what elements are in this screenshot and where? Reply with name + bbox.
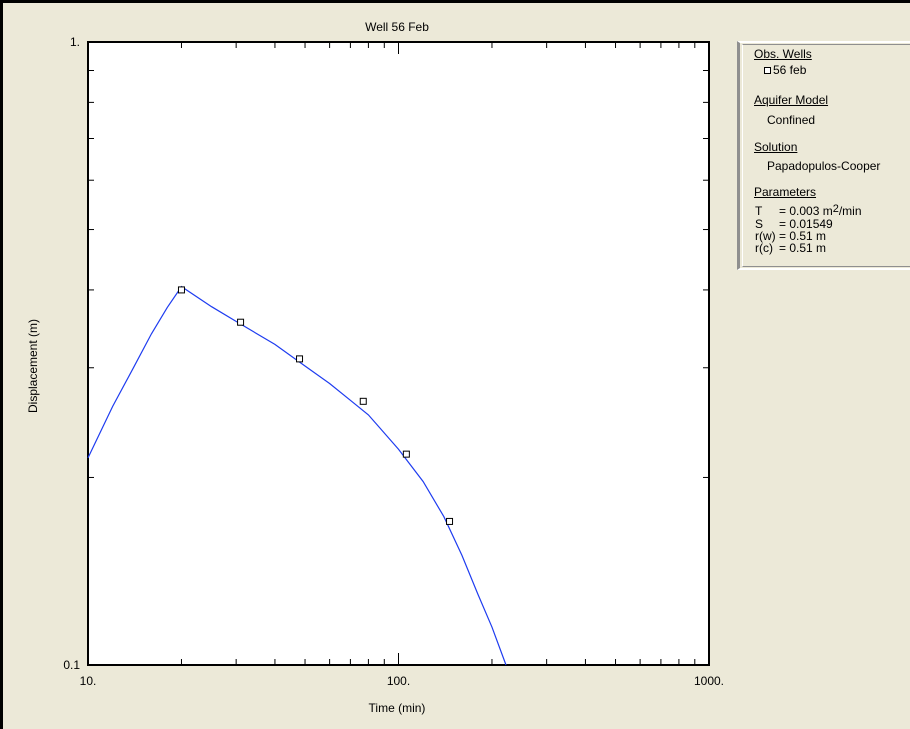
param-value: = 0.01549 [779,217,833,231]
x-tick-label: 100. [387,674,410,688]
obs-well-name: 56 feb [773,63,807,77]
aquifer-model-value: Confined [767,113,816,127]
plot-area [87,41,710,666]
obs-wells-heading: Obs. Wells [754,47,812,61]
data-point [237,318,245,326]
x-tick-label: 1000. [694,674,724,688]
axis-ticks [88,42,709,665]
solution-heading: Solution [754,140,798,154]
param-name: r(w) [755,229,776,243]
fit-curve [87,285,507,666]
x-axis-label: Time (min) [369,701,426,715]
y-axis-label: Displacement (m) [26,319,40,413]
data-point [446,517,454,525]
chart-title: Well 56 Feb [365,20,429,34]
data-point [177,286,185,294]
y-tick-label: 0.1 [63,658,80,672]
solution-value: Papadopulos-Cooper [767,159,881,173]
window-top-border [0,0,910,3]
param-name: r(c) [755,241,773,255]
plot-chart: Well 56 Feb 10. 100. 1000. 0.1 1. Time (min)… [26,20,724,715]
y-tick-label: 1. [70,35,80,49]
data-point [359,397,367,405]
param-name: T [755,204,763,218]
param-value: = 0.51 m [779,229,827,243]
observation-points [177,286,454,525]
legend-panel: Obs. Wells 56 feb Aquifer Model Confined… [737,41,910,270]
param-value: = 0.003 m2/min [779,203,862,218]
x-tick-label: 10. [80,674,97,688]
aquifer-model-heading: Aquifer Model [754,93,829,107]
param-name: S [755,217,764,231]
legend-inner: Obs. Wells 56 feb Aquifer Model Confined… [742,44,910,267]
data-point [402,450,410,458]
param-value: = 0.51 m [779,241,827,255]
tick-labels: 10. 100. 1000. 0.1 1. [63,35,724,688]
data-point [296,355,304,363]
square-marker-icon [764,67,771,74]
window-left-border [0,0,3,729]
parameters-heading: Parameters [754,185,817,199]
